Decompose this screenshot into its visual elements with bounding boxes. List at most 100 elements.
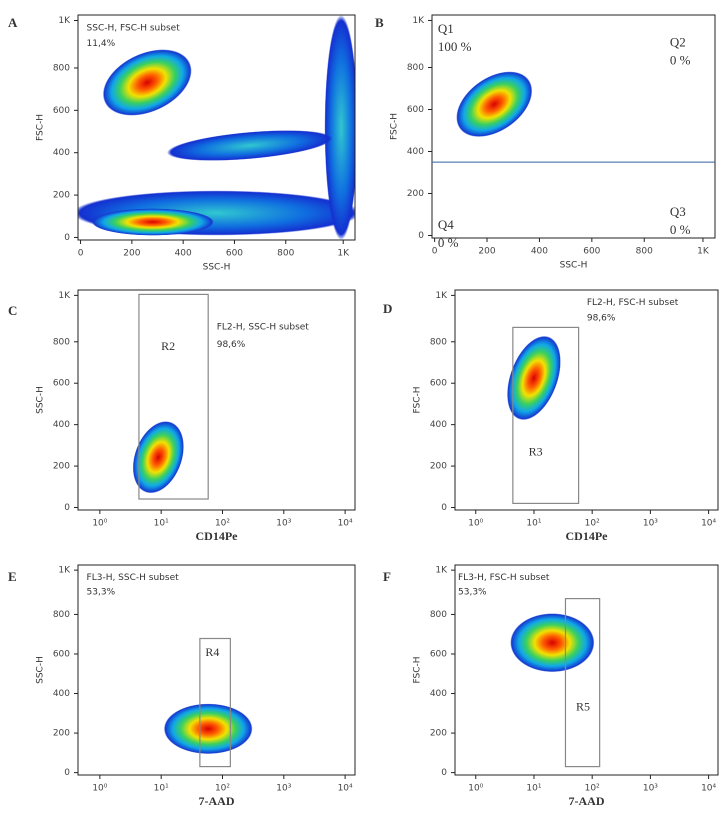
y-tick-label: 600 (430, 649, 447, 659)
gate (199, 637, 231, 768)
annotation: FL2-H, SSC-H subset (217, 322, 310, 332)
density-cloud (324, 15, 355, 240)
y-axis-label: FSC-H (390, 113, 400, 140)
gate (138, 293, 209, 500)
quadrant-name: Q2 (670, 34, 686, 49)
x-tick-label: 600 (583, 247, 600, 257)
x-tick-label: 800 (636, 247, 653, 257)
plot-frame (77, 14, 356, 241)
x-tick-label: 10⁰ (468, 784, 483, 794)
x-tick-label: 10³ (643, 784, 658, 794)
density-cloud (510, 613, 595, 673)
quadrant-value: 100 % (438, 39, 472, 54)
y-tick-label: 1K (58, 16, 71, 26)
x-tick-label: 10² (585, 784, 600, 794)
panel: C 10⁰ 10¹ 10² 10³ 10⁴ 0 200 400 600 800 1K CD14Pe SSC… (8, 289, 356, 543)
panel: A 0 200 400 600 800 1K 0 200 400 600 800 1K SSC-H FSC-… (8, 14, 356, 273)
y-tick-label: 400 (430, 689, 447, 699)
x-tick-label: 10² (215, 784, 230, 794)
y-tick-label: 1K (58, 291, 71, 301)
density-cloud (91, 208, 214, 236)
gate-label: R2 (161, 339, 175, 353)
y-tick-label: 0 (418, 231, 424, 241)
y-tick-label: 400 (430, 420, 447, 430)
annotation: FL2-H, FSC-H subset (587, 298, 679, 308)
x-tick-label: 400 (175, 249, 192, 259)
panel-letter: C (8, 303, 17, 318)
quadrant-value: 0 % (438, 235, 459, 250)
y-tick-label: 0 (441, 768, 447, 778)
x-tick-label: 10⁰ (468, 519, 483, 529)
annotation: 98,6% (217, 340, 246, 350)
x-tick-label: 800 (277, 249, 294, 259)
y-tick-label: 800 (430, 337, 447, 347)
x-tick-label: 10¹ (154, 784, 169, 794)
y-tick-label: 600 (53, 379, 70, 389)
y-tick-label: 200 (430, 729, 447, 739)
panel-letter: A (8, 15, 18, 30)
plot-area (163, 703, 253, 754)
x-tick-label: 200 (478, 247, 495, 257)
density-cloud (132, 421, 184, 494)
y-tick-label: 400 (53, 148, 70, 158)
y-tick-label: 800 (407, 63, 424, 73)
y-tick-label: 200 (430, 462, 447, 472)
plot-frame (454, 564, 719, 776)
x-axis-label: SSC-H (560, 261, 588, 271)
x-tick-label: 10³ (643, 519, 658, 529)
y-tick-label: 800 (430, 610, 447, 620)
y-tick-label: 200 (53, 191, 70, 201)
x-tick-label: 10⁴ (338, 784, 353, 794)
y-tick-label: 600 (407, 105, 424, 115)
y-tick-label: 200 (53, 729, 70, 739)
panel: B 0 200 400 600 800 1K 0 200 400 600 800 1K SSC-H FSC-… (375, 14, 716, 271)
y-tick-label: 1K (435, 291, 448, 301)
gate-label: R3 (529, 445, 543, 459)
x-axis-label: 7-AAD (199, 794, 235, 808)
x-tick-label: 10² (215, 519, 230, 529)
quadrant-name: Q3 (670, 204, 686, 219)
quadrant-name: Q1 (438, 21, 454, 36)
y-tick-label: 0 (64, 768, 70, 778)
plot-area (507, 335, 561, 421)
plot-frame (431, 14, 716, 239)
y-tick-label: 200 (407, 189, 424, 199)
y-tick-label: 800 (53, 337, 70, 347)
x-tick-label: 10³ (276, 519, 291, 529)
y-axis-label: SSC-H (36, 386, 46, 414)
x-tick-label: 10⁰ (92, 519, 107, 529)
x-axis-label: 7-AAD (569, 794, 605, 808)
x-tick-label: 10³ (276, 784, 291, 794)
annotation: 98,6% (587, 314, 616, 324)
x-tick-label: 10¹ (154, 519, 169, 529)
y-tick-label: 0 (64, 503, 70, 513)
density-cloud (102, 49, 192, 116)
gate-label: R4 (205, 645, 219, 659)
y-tick-label: 400 (53, 420, 70, 430)
y-tick-label: 400 (53, 689, 70, 699)
density-cloud (166, 130, 333, 161)
x-tick-label: 200 (123, 249, 140, 259)
plot-frame (77, 564, 356, 776)
quadrant-value: 0 % (670, 222, 691, 237)
x-tick-label: 10¹ (526, 784, 541, 794)
annotation: 53,3% (458, 588, 487, 598)
x-tick-label: 1K (697, 247, 710, 257)
plot-area (456, 71, 533, 137)
y-tick-label: 1K (435, 566, 448, 576)
x-tick-label: 1K (337, 249, 350, 259)
y-tick-label: 1K (58, 566, 71, 576)
x-tick-label: 400 (531, 247, 548, 257)
gate (512, 326, 580, 504)
annotation: FL3-H, FSC-H subset (458, 573, 550, 583)
x-tick-label: 0 (432, 247, 438, 257)
y-axis-label: FSC-H (413, 656, 423, 683)
y-tick-label: 600 (430, 379, 447, 389)
gate-label: R5 (576, 700, 590, 714)
density-cloud (163, 703, 253, 754)
y-axis-label: FSC-H (413, 386, 423, 413)
quadrant-name: Q4 (438, 217, 454, 232)
x-tick-label: 10⁴ (701, 784, 716, 794)
x-axis-label: CD14Pe (196, 529, 239, 543)
y-axis-label: FSC-H (36, 114, 46, 141)
